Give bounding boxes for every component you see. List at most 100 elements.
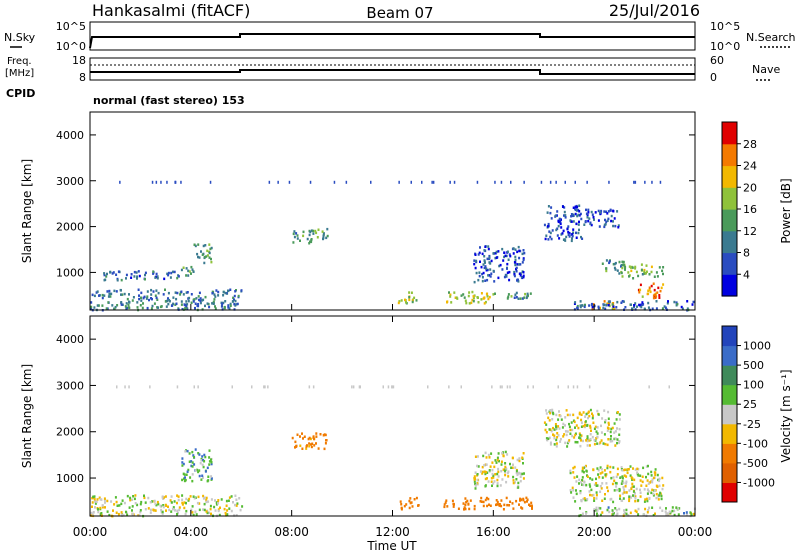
scatter-cell xyxy=(110,500,113,503)
scatter-cell xyxy=(194,448,197,451)
scatter-cell xyxy=(156,275,159,278)
scatter-cell xyxy=(504,462,507,465)
scatter-cell xyxy=(229,304,232,307)
scatter-cell xyxy=(209,180,212,184)
y-tick-label: 3000 xyxy=(56,175,84,188)
scatter-cell xyxy=(483,249,486,252)
scatter-cell xyxy=(474,487,477,490)
scatter-cell xyxy=(473,294,476,297)
scatter-cell xyxy=(210,477,213,480)
scatter-cell xyxy=(576,206,579,209)
scatter-cell xyxy=(515,478,518,481)
scatter-cell xyxy=(214,499,216,502)
scatter-cell xyxy=(557,418,560,421)
scatter-cell xyxy=(190,265,193,269)
scatter-cell xyxy=(560,233,563,236)
scatter-cell xyxy=(326,234,329,238)
scatter-cell xyxy=(601,476,604,479)
scatter-cell xyxy=(569,469,572,473)
scatter-cell xyxy=(554,423,557,426)
scatter-cell xyxy=(118,504,121,507)
scatter-cell xyxy=(555,425,557,428)
scatter-cell xyxy=(607,217,610,221)
scatter-cell xyxy=(179,293,182,296)
scatter-cell xyxy=(218,513,221,517)
scatter-cell xyxy=(616,467,619,471)
scatter-cell xyxy=(560,218,562,221)
scatter-cell xyxy=(570,239,573,243)
scatter-cell xyxy=(585,464,587,468)
scatter-cell xyxy=(227,289,229,292)
scatter-cell xyxy=(97,510,100,514)
scatter-cell xyxy=(507,475,510,478)
scatter-cell xyxy=(181,498,184,502)
scatter-cell xyxy=(646,511,649,514)
scatter-cell xyxy=(126,306,128,310)
scatter-cell xyxy=(654,293,657,297)
colorbar-tick-label: 20 xyxy=(743,181,757,194)
scatter-cell xyxy=(573,302,576,305)
scatter-cell xyxy=(562,422,565,426)
scatter-cell xyxy=(545,423,548,426)
scatter-cell xyxy=(579,304,582,307)
scatter-cell xyxy=(596,409,599,413)
scatter-cell xyxy=(521,507,524,510)
scatter-cell xyxy=(317,447,320,450)
scatter-cell xyxy=(432,180,435,184)
scatter-cell xyxy=(506,503,509,507)
scatter-cell xyxy=(659,491,662,495)
scatter-cell xyxy=(501,268,504,271)
scatter-cell xyxy=(598,476,601,479)
colorbar-tick-label: 16 xyxy=(743,203,757,216)
scatter-cell xyxy=(628,497,631,500)
scatter-cell xyxy=(566,430,569,433)
scatter-cell xyxy=(186,470,189,473)
scatter-cell xyxy=(582,439,584,443)
scatter-cell xyxy=(210,512,212,516)
scatter-cell xyxy=(683,512,685,515)
scatter-cell xyxy=(233,302,236,306)
scatter-cell xyxy=(488,456,491,459)
scatter-cell xyxy=(620,466,623,469)
scatter-cell xyxy=(628,489,631,492)
scatter-cell xyxy=(501,478,504,481)
scatter-cell xyxy=(205,255,208,258)
scatter-cell xyxy=(654,512,656,515)
scatter-cell xyxy=(487,297,490,301)
scatter-cell xyxy=(522,275,525,279)
scatter-cell xyxy=(589,477,592,480)
y-tick-label: 1000 xyxy=(56,472,84,485)
scatter-cell xyxy=(492,269,495,273)
scatter-cell xyxy=(206,254,209,257)
scatter-cell xyxy=(312,436,315,439)
scatter-cell xyxy=(222,301,225,305)
scatter-cell xyxy=(637,474,640,477)
scatter-cell xyxy=(617,224,620,227)
scatter-cell xyxy=(578,482,580,485)
scatter-cell xyxy=(506,271,509,274)
scatter-cell xyxy=(528,503,530,506)
scatter-cell xyxy=(474,455,477,458)
scatter-cell xyxy=(108,513,111,517)
scatter-cell xyxy=(513,270,516,274)
scatter-cell xyxy=(484,472,487,476)
scatter-cell xyxy=(483,259,486,263)
scatter-cell xyxy=(621,477,624,480)
scatter-cell xyxy=(639,283,642,287)
scatter-cell xyxy=(657,286,660,290)
scatter-cell xyxy=(443,505,446,509)
scatter-cell xyxy=(578,228,580,232)
scatter-cell xyxy=(110,292,113,296)
scatter-cell xyxy=(579,514,582,517)
scatter-cell xyxy=(203,508,206,512)
scatter-cell xyxy=(519,472,522,476)
scatter-cell xyxy=(299,239,301,242)
scatter-cell xyxy=(516,473,519,477)
scatter-cell xyxy=(593,483,596,486)
scatter-cell xyxy=(615,485,618,488)
colorbar-segment xyxy=(722,345,737,366)
scatter-cell xyxy=(522,477,525,480)
scatter-cell xyxy=(233,308,236,311)
scatter-cell xyxy=(553,443,556,446)
scatter-cell xyxy=(223,305,226,309)
